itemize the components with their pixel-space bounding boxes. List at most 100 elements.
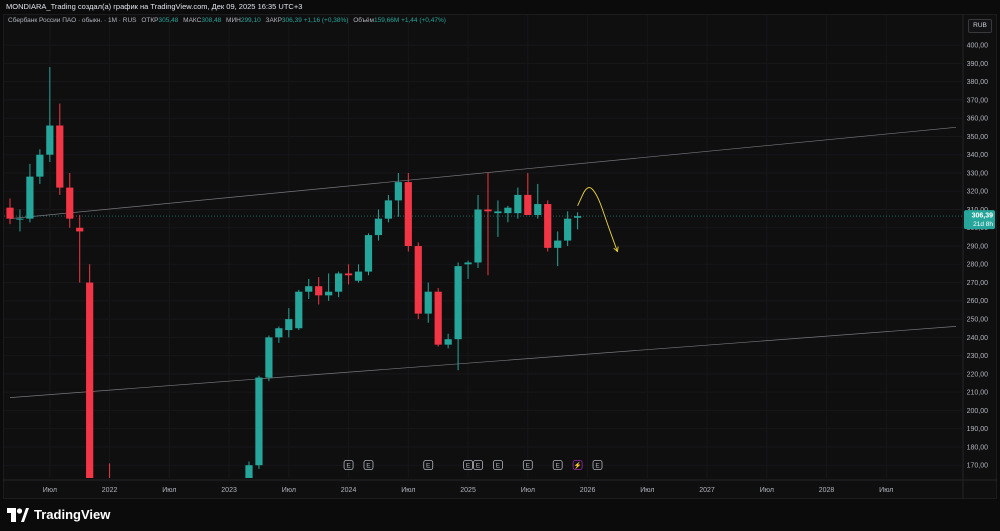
candle: [434, 288, 442, 347]
price-tick-label: 190,00: [967, 426, 989, 433]
candle-body: [464, 262, 472, 265]
candle: [464, 260, 472, 279]
price-tick-label: 260,00: [967, 298, 989, 305]
candle: [504, 205, 512, 223]
open-label: ОТКР: [141, 17, 159, 24]
candle-body: [295, 291, 303, 329]
price-tick-label: 180,00: [967, 444, 989, 451]
candle: [295, 289, 303, 331]
candle-body: [424, 291, 432, 314]
candle-body: [6, 207, 14, 219]
candle: [384, 194, 392, 223]
time-tick-label: 2023: [221, 487, 237, 494]
price-tick-label: 290,00: [967, 243, 989, 250]
time-tick-label: 2024: [341, 487, 357, 494]
candle: [245, 461, 253, 478]
snapshot-header: MONDIARA_Trading создал(а) график на Tra…: [0, 0, 1000, 14]
time-tick-label: 2026: [580, 487, 596, 494]
candle: [76, 214, 84, 283]
high-label: МАКС: [183, 17, 202, 24]
price-tick-label: 280,00: [967, 262, 989, 269]
event-marker: E: [343, 460, 354, 470]
candle-body: [46, 125, 54, 155]
tradingview-logo[interactable]: TradingView: [7, 507, 110, 522]
candle: [554, 231, 562, 267]
event-marker: ⚡: [572, 460, 583, 470]
candle-body: [26, 176, 34, 219]
candle-body: [344, 273, 353, 276]
event-marker-label: E: [556, 462, 561, 469]
trendline: [9, 126, 957, 219]
footer-bar: [0, 499, 1000, 531]
time-tick-label: 2022: [102, 487, 118, 494]
candle-body: [574, 216, 582, 218]
candle-body: [245, 465, 253, 478]
price-tick-label: 380,00: [967, 79, 989, 86]
candle: [46, 67, 54, 163]
candle: [454, 262, 462, 371]
candle: [285, 308, 293, 338]
projection-curve-path: [577, 187, 618, 252]
candle-body: [66, 187, 74, 219]
candle: [414, 242, 422, 320]
price-axis: 170,00 180,00 190,00 200,00 210,00 220,00 230,…: [962, 14, 989, 499]
candle: [255, 375, 263, 469]
candle: [325, 273, 333, 301]
event-marker: E: [522, 460, 533, 470]
candle: [315, 277, 323, 305]
time-tick-label: Июл: [162, 487, 176, 494]
candle: [424, 282, 432, 323]
candle-body: [554, 240, 562, 248]
candle: [544, 200, 552, 252]
close-value: 306,39: [281, 17, 302, 24]
time-axis: Июл 2022 Июл 2023 Июл 2024 Июл 2025 Июл 2026 Июл 20…: [3, 479, 997, 494]
event-marker: E: [592, 460, 603, 470]
time-tick-label: Июл: [521, 487, 535, 494]
event-marker-label: E: [595, 462, 600, 469]
event-marker-label: E: [346, 462, 351, 469]
price-tick-label: 370,00: [967, 97, 989, 104]
event-marker: E: [363, 460, 374, 470]
time-tick-label: 2025: [460, 487, 476, 494]
time-tick-label: Июл: [43, 487, 57, 494]
time-tick-label: Июл: [760, 487, 774, 494]
event-marker: E: [463, 460, 473, 470]
symbol-label: Сбербанк России ПАО · обыкн. · 1М · RUS: [8, 17, 137, 24]
volume-value: 159,66M: [373, 17, 400, 24]
event-marker-box: [423, 460, 434, 470]
candle: [275, 326, 283, 343]
price-tag-background: [964, 210, 995, 230]
candle-body: [534, 204, 542, 215]
price-tag-value: 306,39: [972, 213, 994, 220]
candle-body: [354, 271, 363, 281]
price-tick-label: 390,00: [967, 61, 989, 68]
change-value: +1,16 (+0,38%): [303, 17, 349, 24]
candle-body: [414, 246, 422, 314]
grid-lines: [4, 15, 962, 478]
candle: [564, 211, 572, 247]
currency-button[interactable]: RUB: [968, 19, 992, 33]
candle-body: [265, 337, 273, 378]
event-marker-label: E: [366, 462, 371, 469]
candle-body: [76, 227, 84, 232]
candle: [305, 278, 313, 300]
price-tick-label: 360,00: [967, 116, 989, 123]
price-tick-label: 330,00: [967, 170, 989, 177]
candle-body: [325, 291, 333, 296]
candle-body: [364, 235, 373, 272]
candle: [354, 264, 363, 283]
candle: [524, 172, 532, 215]
close-label: ЗАКР: [265, 17, 282, 24]
price-tick-label: 270,00: [967, 280, 989, 287]
candle: [86, 264, 94, 478]
candle: [109, 463, 111, 478]
event-marker-label: E: [426, 462, 431, 469]
event-marker: E: [473, 460, 483, 470]
price-tick-label: 340,00: [967, 152, 989, 159]
candle: [6, 198, 14, 225]
event-marker-box: [473, 460, 483, 470]
candlestick-chart[interactable]: E E E E E E E E ⚡ E 170,00180,00190,00200,00210,0…: [0, 0, 1000, 499]
candle-body: [474, 209, 482, 263]
candle-body: [504, 207, 512, 214]
event-marker-label: E: [496, 462, 501, 469]
